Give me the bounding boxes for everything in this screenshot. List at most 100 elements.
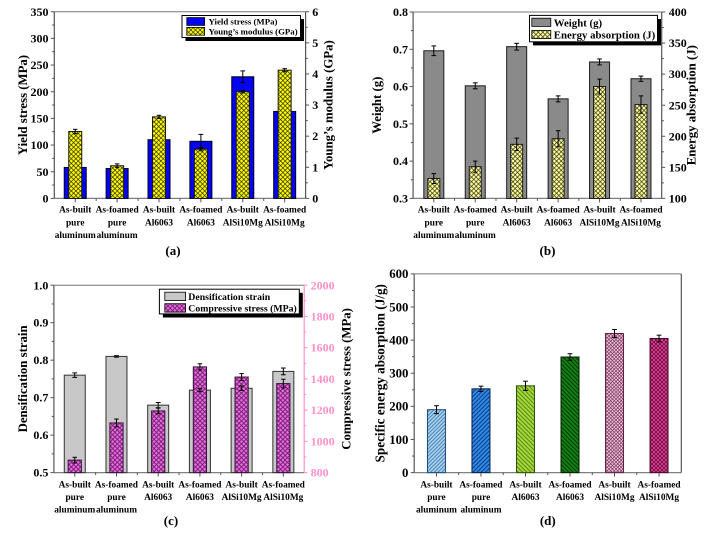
- svg-text:AlSi10Mg: AlSi10Mg: [639, 493, 679, 503]
- svg-text:pure: pure: [66, 218, 85, 228]
- svg-text:(d): (d): [540, 513, 556, 528]
- svg-text:0: 0: [312, 191, 318, 205]
- svg-text:aluminum: aluminum: [413, 231, 454, 241]
- svg-text:As-foamed: As-foamed: [459, 480, 503, 490]
- svg-text:As-foamed: As-foamed: [619, 206, 663, 216]
- svg-text:As-built: As-built: [501, 206, 534, 216]
- svg-text:As-foamed: As-foamed: [548, 480, 592, 490]
- svg-text:300: 300: [389, 367, 408, 381]
- svg-text:Al6063: Al6063: [145, 218, 173, 228]
- svg-text:As-built: As-built: [142, 480, 175, 490]
- svg-text:Compressive stress (MPa): Compressive stress (MPa): [340, 308, 354, 450]
- svg-text:0.3: 0.3: [393, 191, 408, 205]
- svg-text:As-built: As-built: [509, 480, 542, 490]
- svg-text:aluminum: aluminum: [96, 506, 137, 516]
- svg-text:200: 200: [669, 129, 687, 143]
- svg-text:500: 500: [389, 300, 408, 314]
- svg-text:As-foamed: As-foamed: [179, 206, 223, 216]
- svg-text:As-foamed: As-foamed: [263, 206, 307, 216]
- svg-text:pure: pure: [472, 493, 491, 503]
- svg-text:250: 250: [669, 98, 687, 112]
- svg-text:pure: pure: [107, 493, 126, 503]
- svg-text:Weight (g): Weight (g): [554, 17, 603, 29]
- svg-text:Al6063: Al6063: [503, 218, 531, 228]
- svg-text:0.8: 0.8: [33, 353, 48, 367]
- svg-text:Al6063: Al6063: [186, 493, 214, 503]
- svg-text:300: 300: [31, 31, 49, 45]
- svg-text:0.7: 0.7: [33, 391, 48, 405]
- svg-text:1800: 1800: [311, 309, 335, 323]
- svg-text:150: 150: [31, 111, 49, 125]
- svg-text:As-foamed: As-foamed: [262, 480, 306, 490]
- svg-text:2000: 2000: [311, 278, 335, 292]
- svg-text:aluminum: aluminum: [97, 231, 138, 241]
- svg-text:AlSi10Mg: AlSi10Mg: [580, 218, 620, 228]
- svg-text:Young’s modulus (GPa): Young’s modulus (GPa): [209, 26, 298, 36]
- svg-text:As-foamed: As-foamed: [178, 480, 222, 490]
- svg-text:Energy absorption (J): Energy absorption (J): [554, 30, 656, 42]
- svg-text:1600: 1600: [311, 341, 335, 355]
- svg-text:AlSi10Mg: AlSi10Mg: [222, 493, 262, 503]
- svg-text:As-built: As-built: [226, 480, 259, 490]
- svg-text:aluminum: aluminum: [416, 506, 457, 516]
- svg-text:6: 6: [312, 5, 318, 19]
- svg-text:pure: pure: [466, 218, 485, 228]
- svg-text:Al6063: Al6063: [556, 493, 584, 503]
- svg-text:pure: pure: [425, 218, 444, 228]
- svg-text:pure: pure: [108, 218, 127, 228]
- svg-text:Energy absorption (J): Energy absorption (J): [684, 45, 698, 165]
- svg-text:pure: pure: [65, 493, 84, 503]
- svg-text:As-built: As-built: [59, 480, 92, 490]
- svg-text:Specific energy absorption (J/: Specific energy absorption (J/g): [372, 284, 387, 462]
- svg-text:0.5: 0.5: [33, 466, 48, 480]
- svg-text:150: 150: [669, 160, 687, 174]
- svg-text:Yield stress (MPa): Yield stress (MPa): [16, 55, 30, 155]
- svg-text:Compressive stress (MPa): Compressive stress (MPa): [188, 303, 296, 314]
- svg-text:As-built: As-built: [598, 480, 631, 490]
- svg-text:aluminum: aluminum: [54, 506, 95, 516]
- svg-text:aluminum: aluminum: [55, 231, 96, 241]
- svg-text:2: 2: [312, 129, 318, 143]
- svg-text:600: 600: [389, 267, 408, 281]
- svg-text:AlSi10Mg: AlSi10Mg: [263, 493, 303, 503]
- svg-text:400: 400: [669, 5, 687, 19]
- svg-text:0.6: 0.6: [393, 80, 408, 94]
- svg-text:AlSi10Mg: AlSi10Mg: [223, 218, 263, 228]
- svg-text:Densification strain: Densification strain: [188, 292, 270, 303]
- svg-text:1400: 1400: [311, 372, 335, 386]
- svg-text:Weight (g): Weight (g): [370, 77, 384, 134]
- svg-text:As-built: As-built: [227, 206, 260, 216]
- svg-text:3: 3: [312, 98, 318, 112]
- svg-text:50: 50: [37, 165, 49, 179]
- svg-text:Al6063: Al6063: [544, 218, 572, 228]
- svg-text:1200: 1200: [311, 403, 335, 417]
- svg-text:350: 350: [669, 36, 687, 50]
- svg-text:200: 200: [389, 400, 408, 414]
- svg-text:4: 4: [312, 67, 318, 81]
- svg-text:As-foamed: As-foamed: [96, 206, 140, 216]
- svg-text:(b): (b): [540, 243, 556, 258]
- svg-text:As-foamed: As-foamed: [95, 480, 139, 490]
- svg-text:0.5: 0.5: [393, 117, 408, 131]
- svg-text:Al6063: Al6063: [187, 218, 215, 228]
- svg-text:0: 0: [43, 191, 49, 205]
- svg-text:As-foamed: As-foamed: [454, 206, 498, 216]
- svg-text:Densification strain: Densification strain: [16, 325, 30, 432]
- svg-text:pure: pure: [427, 493, 446, 503]
- svg-text:100: 100: [31, 138, 49, 152]
- svg-text:0.7: 0.7: [393, 42, 408, 56]
- svg-text:As-built: As-built: [59, 206, 92, 216]
- svg-text:0.6: 0.6: [33, 428, 48, 442]
- svg-text:As-built: As-built: [143, 206, 176, 216]
- svg-text:aluminum: aluminum: [455, 231, 496, 241]
- svg-text:100: 100: [669, 191, 687, 205]
- svg-text:Al6063: Al6063: [144, 493, 172, 503]
- svg-text:350: 350: [31, 5, 49, 19]
- svg-text:As-foamed: As-foamed: [638, 480, 682, 490]
- svg-text:0.4: 0.4: [393, 154, 408, 168]
- svg-text:1: 1: [312, 160, 318, 174]
- svg-text:As-built: As-built: [418, 206, 451, 216]
- svg-text:250: 250: [31, 58, 49, 72]
- svg-text:aluminum: aluminum: [460, 506, 501, 516]
- svg-text:Al6063: Al6063: [511, 493, 539, 503]
